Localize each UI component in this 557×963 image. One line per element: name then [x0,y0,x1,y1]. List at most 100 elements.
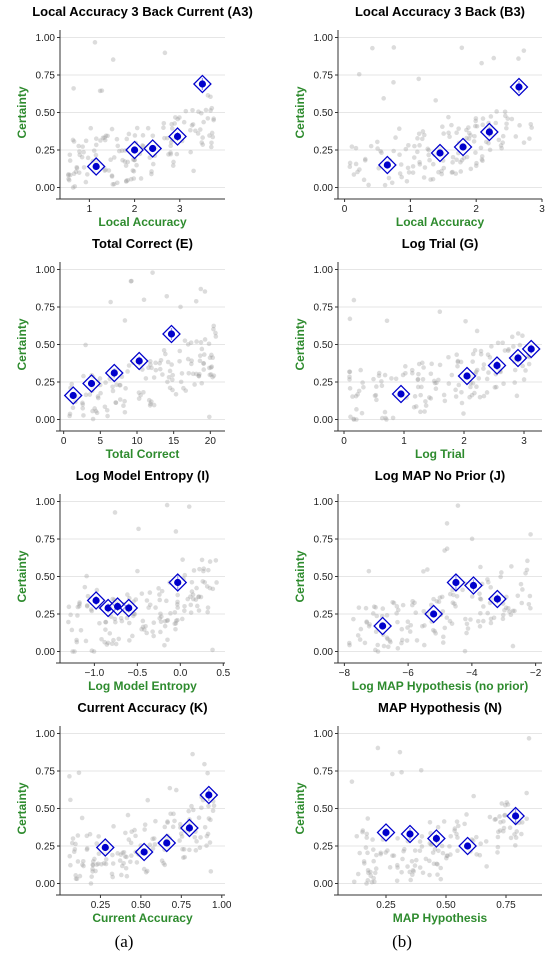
data-point [421,642,427,648]
data-point [162,642,167,648]
data-point [164,293,170,299]
mean-point [432,834,440,843]
data-point [454,130,459,135]
data-point [479,157,485,162]
data-point [483,839,489,844]
data-point [400,856,405,862]
data-point [403,364,408,369]
data-point [141,297,147,303]
x-tick-label: 0 [342,204,348,215]
data-point [129,278,134,284]
data-point [195,131,201,136]
data-point [112,616,118,622]
data-point [161,120,167,126]
data-point [499,145,504,151]
data-point [410,867,416,873]
data-point [170,824,176,830]
data-point [197,353,203,358]
data-point [460,587,465,593]
data-point [357,167,362,172]
mean-point [101,843,109,852]
data-point [84,833,90,839]
data-point [179,371,185,376]
data-point [447,618,453,624]
data-point [521,377,527,382]
data-point [161,125,166,131]
data-point [432,380,438,386]
data-point [115,143,121,149]
mean-point [198,80,206,88]
data-point [453,394,459,399]
data-point [492,385,498,390]
data-point [124,854,129,860]
data-point [89,874,94,879]
data-point [422,132,427,138]
data-point [151,620,157,625]
data-point [375,649,381,654]
data-point [472,390,477,396]
data-point [130,168,136,173]
data-point [436,377,441,383]
data-point [395,646,401,651]
data-point [97,620,102,626]
data-point [136,390,142,395]
data-point [411,155,417,160]
data-point [80,858,86,864]
data-point [470,351,476,357]
data-point [477,624,483,629]
data-point [444,855,449,861]
data-point [177,115,182,120]
data-point [494,109,499,114]
data-point [491,615,497,621]
data-point [417,143,422,148]
data-point [370,847,376,852]
data-point [110,596,116,602]
y-tick-label: 0.50 [314,804,334,815]
data-point [381,643,387,649]
data-point [427,157,432,163]
data-point [206,803,211,809]
data-point [474,123,480,129]
data-point [189,803,194,809]
data-point [375,146,380,151]
data-point [140,367,145,372]
data-point [77,873,83,879]
data-point [453,604,458,609]
data-point [83,638,89,644]
data-point [70,137,76,143]
data-point [354,417,359,422]
mean-point [464,842,472,850]
data-point [416,371,421,377]
data-point [209,352,214,358]
data-point [168,151,174,157]
data-point [430,850,436,855]
data-point [478,841,483,846]
data-point [92,856,97,862]
data-point [122,318,128,323]
data-point [434,380,439,386]
data-point [371,604,377,610]
data-point [400,602,406,608]
data-point [205,116,211,121]
data-point [441,392,447,398]
data-point [150,836,155,842]
data-point [148,401,153,407]
data-point [129,853,134,858]
data-point [200,579,206,584]
data-point [519,820,525,825]
data-point [441,634,446,640]
data-point [433,631,438,636]
data-point [197,845,203,851]
data-point [84,603,90,609]
mean-point [135,357,143,365]
data-point [143,869,149,875]
data-point [211,116,216,122]
data-point [495,340,501,346]
data-point [371,875,376,881]
data-point [182,572,188,578]
data-point [428,396,434,401]
data-point [111,155,117,160]
data-point [520,333,525,339]
data-point [79,154,85,160]
y-tick-label: 0.00 [314,183,334,194]
